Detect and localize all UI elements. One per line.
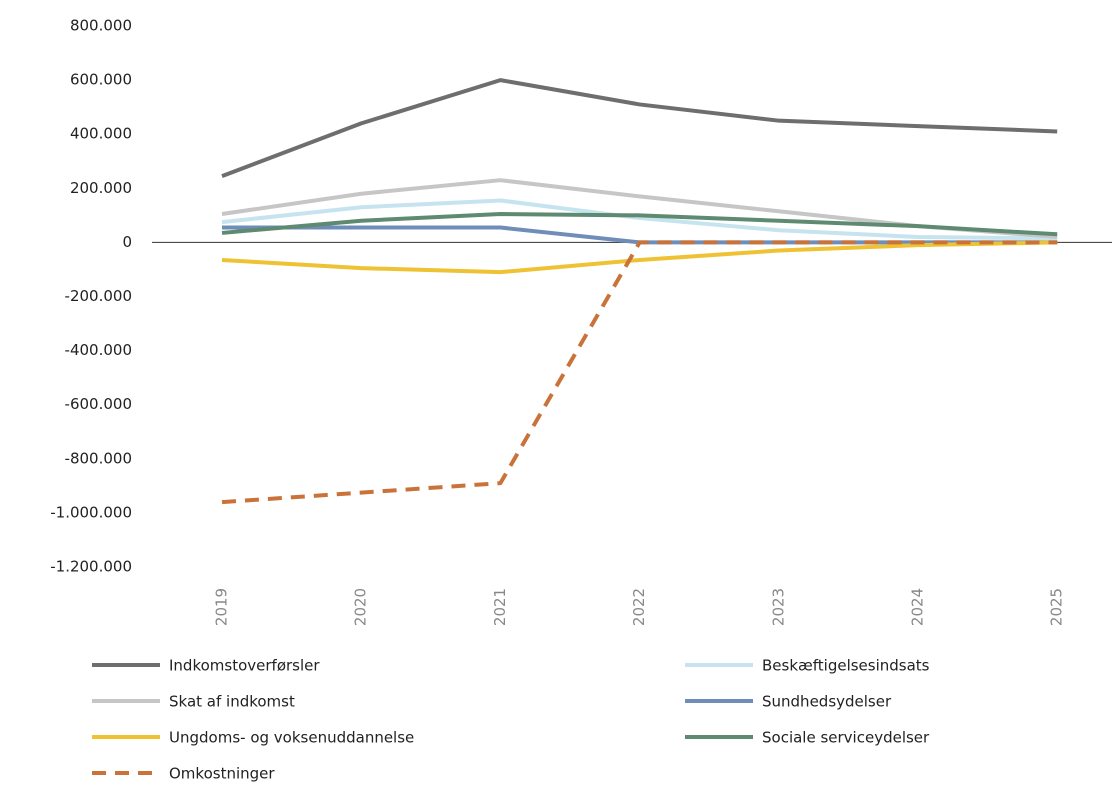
series-line bbox=[221, 78, 1058, 178]
legend-label: Omkostninger bbox=[169, 765, 275, 783]
y-tick-label: -400.000 bbox=[65, 341, 132, 359]
y-tick-label: 400.000 bbox=[70, 125, 132, 143]
x-tick-label: 2021 bbox=[491, 588, 509, 626]
y-tick-label: 200.000 bbox=[70, 179, 132, 197]
x-tick-label: 2022 bbox=[630, 588, 648, 626]
y-tick-label: -200.000 bbox=[65, 287, 132, 305]
y-tick-label: -600.000 bbox=[65, 395, 132, 413]
series-line bbox=[221, 240, 1058, 275]
legend-label: Indkomstoverførsler bbox=[169, 657, 320, 675]
legend-label: Skat af indkomst bbox=[169, 693, 295, 711]
series-line bbox=[221, 211, 1058, 237]
legend-label: Sundhedsydelser bbox=[762, 693, 892, 711]
series-line bbox=[221, 198, 1058, 241]
legend-label: Ungdoms- og voksenuddannelse bbox=[169, 729, 414, 747]
series-line bbox=[222, 225, 1058, 245]
x-tick-label: 2023 bbox=[769, 588, 787, 626]
y-tick-label: 0 bbox=[122, 233, 132, 251]
y-tick-label: -1.200.000 bbox=[50, 558, 132, 576]
x-tick-label: 2019 bbox=[213, 588, 231, 626]
y-tick-label: 800.000 bbox=[70, 17, 132, 35]
x-tick-label: 2020 bbox=[352, 588, 370, 626]
y-tick-label: 600.000 bbox=[70, 71, 132, 89]
y-tick-label: -800.000 bbox=[65, 449, 132, 467]
y-tick-label: -1.000.000 bbox=[50, 503, 132, 521]
series-line bbox=[221, 240, 1058, 505]
legend-label: Sociale serviceydelser bbox=[762, 729, 930, 747]
legend-label: Beskæftigelsesindsats bbox=[762, 657, 930, 675]
x-tick-label: 2024 bbox=[909, 588, 927, 626]
x-tick-label: 2025 bbox=[1048, 588, 1066, 626]
